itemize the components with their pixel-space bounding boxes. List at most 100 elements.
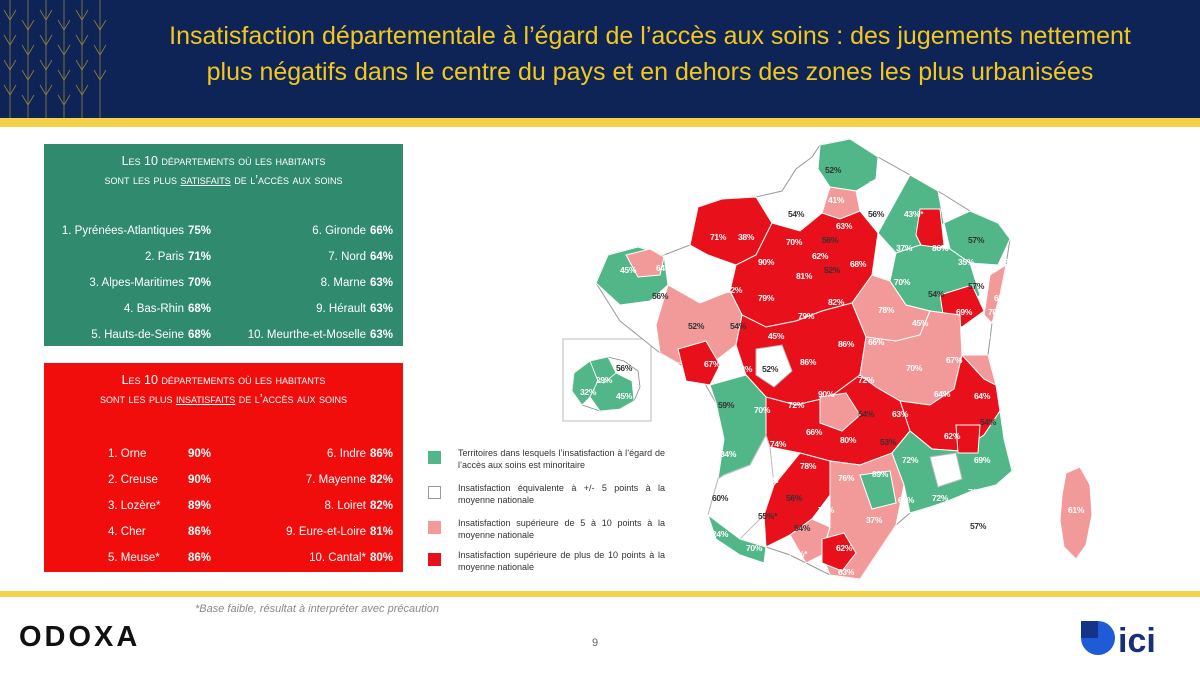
dept-label: 63% bbox=[892, 409, 909, 419]
rank-value: 86% bbox=[188, 552, 212, 564]
dept-label: 38% bbox=[738, 232, 755, 242]
rank-value: 80% bbox=[370, 552, 394, 564]
region-cotes-armor bbox=[625, 248, 665, 278]
rank-value: 63% bbox=[370, 277, 394, 289]
dept-label: 74% bbox=[818, 505, 835, 515]
dept-label: 68% bbox=[932, 459, 949, 469]
page-title: Insatisfaction départementale à l’égard … bbox=[140, 18, 1160, 90]
dept-label: 52% bbox=[824, 265, 841, 275]
ici-logo: ici bbox=[1080, 618, 1172, 660]
rank-value: 63% bbox=[370, 303, 394, 315]
dept-label: 86% bbox=[932, 243, 949, 253]
ici-logo-text: ici bbox=[1118, 622, 1156, 658]
unsatisfied-title-line-2: sont les plus insatisfaits de l’accès au… bbox=[44, 390, 403, 409]
dept-label: 63% bbox=[836, 221, 853, 231]
odoxa-logo: ODOXA bbox=[19, 621, 141, 653]
region-alsace bbox=[983, 263, 1007, 324]
table-row: 1. Pyrénées-Atlantiques 75% 6. Gironde 66% bbox=[44, 218, 403, 244]
unsatisfied-title-post: de l’accès aux soins bbox=[235, 392, 347, 406]
dept-label: 46% bbox=[694, 277, 711, 287]
dept-label: 69% bbox=[974, 455, 991, 465]
dept-label: 37% bbox=[896, 243, 913, 253]
legend-swatch-pink bbox=[428, 521, 441, 534]
region-corse bbox=[1059, 466, 1093, 560]
dept-label: 55%* bbox=[758, 511, 778, 521]
satisfied-ranking-table: 1. Pyrénées-Atlantiques 75% 6. Gironde 66% … bbox=[44, 218, 403, 348]
dept-label: 54% bbox=[788, 209, 805, 219]
dept-label: 54% bbox=[730, 321, 747, 331]
table-row: 4. Bas-Rhin 68% 9. Hérault 63% bbox=[44, 296, 403, 322]
rank-name: 5. Hauts-de-Seine bbox=[91, 329, 184, 341]
rank-name: 1. Pyrénées-Atlantiques bbox=[61, 225, 184, 237]
dept-label: 89% bbox=[872, 469, 889, 479]
dept-label: 77% bbox=[762, 475, 779, 485]
dept-label: 57% bbox=[968, 235, 985, 245]
header-banner: Insatisfaction départementale à l’égard … bbox=[0, 0, 1200, 118]
rank-name: 7. Nord bbox=[328, 251, 366, 263]
dept-label: 62% bbox=[944, 431, 961, 441]
rank-name: 2. Creuse bbox=[108, 474, 158, 486]
dept-label: 34% bbox=[720, 449, 737, 459]
most-unsatisfied-panel: Les 10 départements où les habitants son… bbox=[44, 363, 403, 572]
dept-label: 64% bbox=[974, 391, 991, 401]
dept-label: 78% bbox=[800, 461, 817, 471]
dept-label: 69% bbox=[956, 307, 973, 317]
dept-label: 86% bbox=[838, 339, 855, 349]
footnote: *Base faible, résultat à interpréter ave… bbox=[195, 603, 439, 615]
dept-label: 45% bbox=[912, 318, 929, 328]
dept-label: 41% bbox=[828, 195, 845, 205]
dept-label: 70% bbox=[786, 237, 803, 247]
dept-label: 56% bbox=[786, 493, 803, 503]
legend-swatch-green bbox=[428, 451, 441, 464]
rank-name: 4. Bas-Rhin bbox=[123, 303, 184, 315]
dept-label: 59% bbox=[718, 400, 735, 410]
unsatisfied-title-pre: sont les plus bbox=[100, 392, 176, 406]
rank-value: 66% bbox=[370, 225, 394, 237]
rank-value: 70% bbox=[188, 277, 212, 289]
most-satisfied-panel: Les 10 départements où les habitants son… bbox=[44, 144, 403, 346]
rank-value: 71% bbox=[188, 251, 212, 263]
rank-name: 10. Meurthe-et-Moselle bbox=[247, 329, 366, 341]
rank-name: 9. Hérault bbox=[316, 303, 366, 315]
region-vendee bbox=[677, 340, 721, 386]
dept-label: 71% bbox=[968, 487, 985, 497]
rank-value: 90% bbox=[188, 474, 212, 486]
france-departments-map: 52% 36% 41% 54% 56% 43%* 71% 38% 70% 63%… bbox=[560, 135, 1190, 585]
dept-label: 57% bbox=[968, 281, 985, 291]
dept-label: 67% bbox=[946, 355, 963, 365]
dept-label: 45% bbox=[768, 331, 785, 341]
rank-name: 3. Alpes-Maritimes bbox=[89, 277, 184, 289]
region-haute-savoie bbox=[960, 354, 997, 386]
dept-label: 72% bbox=[932, 493, 949, 503]
dept-label: 81% bbox=[796, 271, 813, 281]
dept-label: 70% bbox=[906, 363, 923, 373]
dept-label: 57% bbox=[970, 521, 987, 531]
ici-logo-mark: ici bbox=[1081, 621, 1156, 660]
dept-label: 70% bbox=[894, 277, 911, 287]
dept-label: 64% bbox=[656, 263, 673, 273]
dept-label: 45% bbox=[932, 517, 949, 527]
idf-val-de-marne bbox=[589, 372, 635, 412]
dept-label: 73% bbox=[736, 364, 753, 374]
rank-value: 64% bbox=[370, 251, 394, 263]
rank-name: 7. Mayenne bbox=[305, 474, 366, 486]
dept-label: 82% bbox=[726, 285, 743, 295]
dept-label: 36% bbox=[869, 179, 886, 189]
dept-label: 63% bbox=[838, 567, 855, 577]
dept-label: 24% bbox=[712, 529, 729, 539]
dept-label: 56% bbox=[868, 209, 885, 219]
dept-label: 72% bbox=[902, 455, 919, 465]
table-row: 5. Hauts-de-Seine 68% 10. Meurthe-et-Mosel… bbox=[44, 322, 403, 348]
dept-label: 54% bbox=[794, 523, 811, 533]
most-satisfied-title: Les 10 départements où les habitants son… bbox=[44, 144, 403, 190]
dept-label: 62% bbox=[836, 543, 853, 553]
rank-name: 1. Orne bbox=[108, 448, 147, 460]
table-row: 4. Cher 86% 9. Eure-et-Loire 81% bbox=[44, 519, 403, 545]
satisfied-title-pre: sont les plus bbox=[104, 173, 181, 187]
dept-label: 60% bbox=[712, 493, 729, 503]
region-var bbox=[929, 452, 963, 488]
dept-label: 32% bbox=[580, 387, 597, 397]
region-correze bbox=[819, 392, 861, 432]
dept-label: 74% bbox=[770, 439, 787, 449]
dept-label: 54% bbox=[928, 289, 945, 299]
